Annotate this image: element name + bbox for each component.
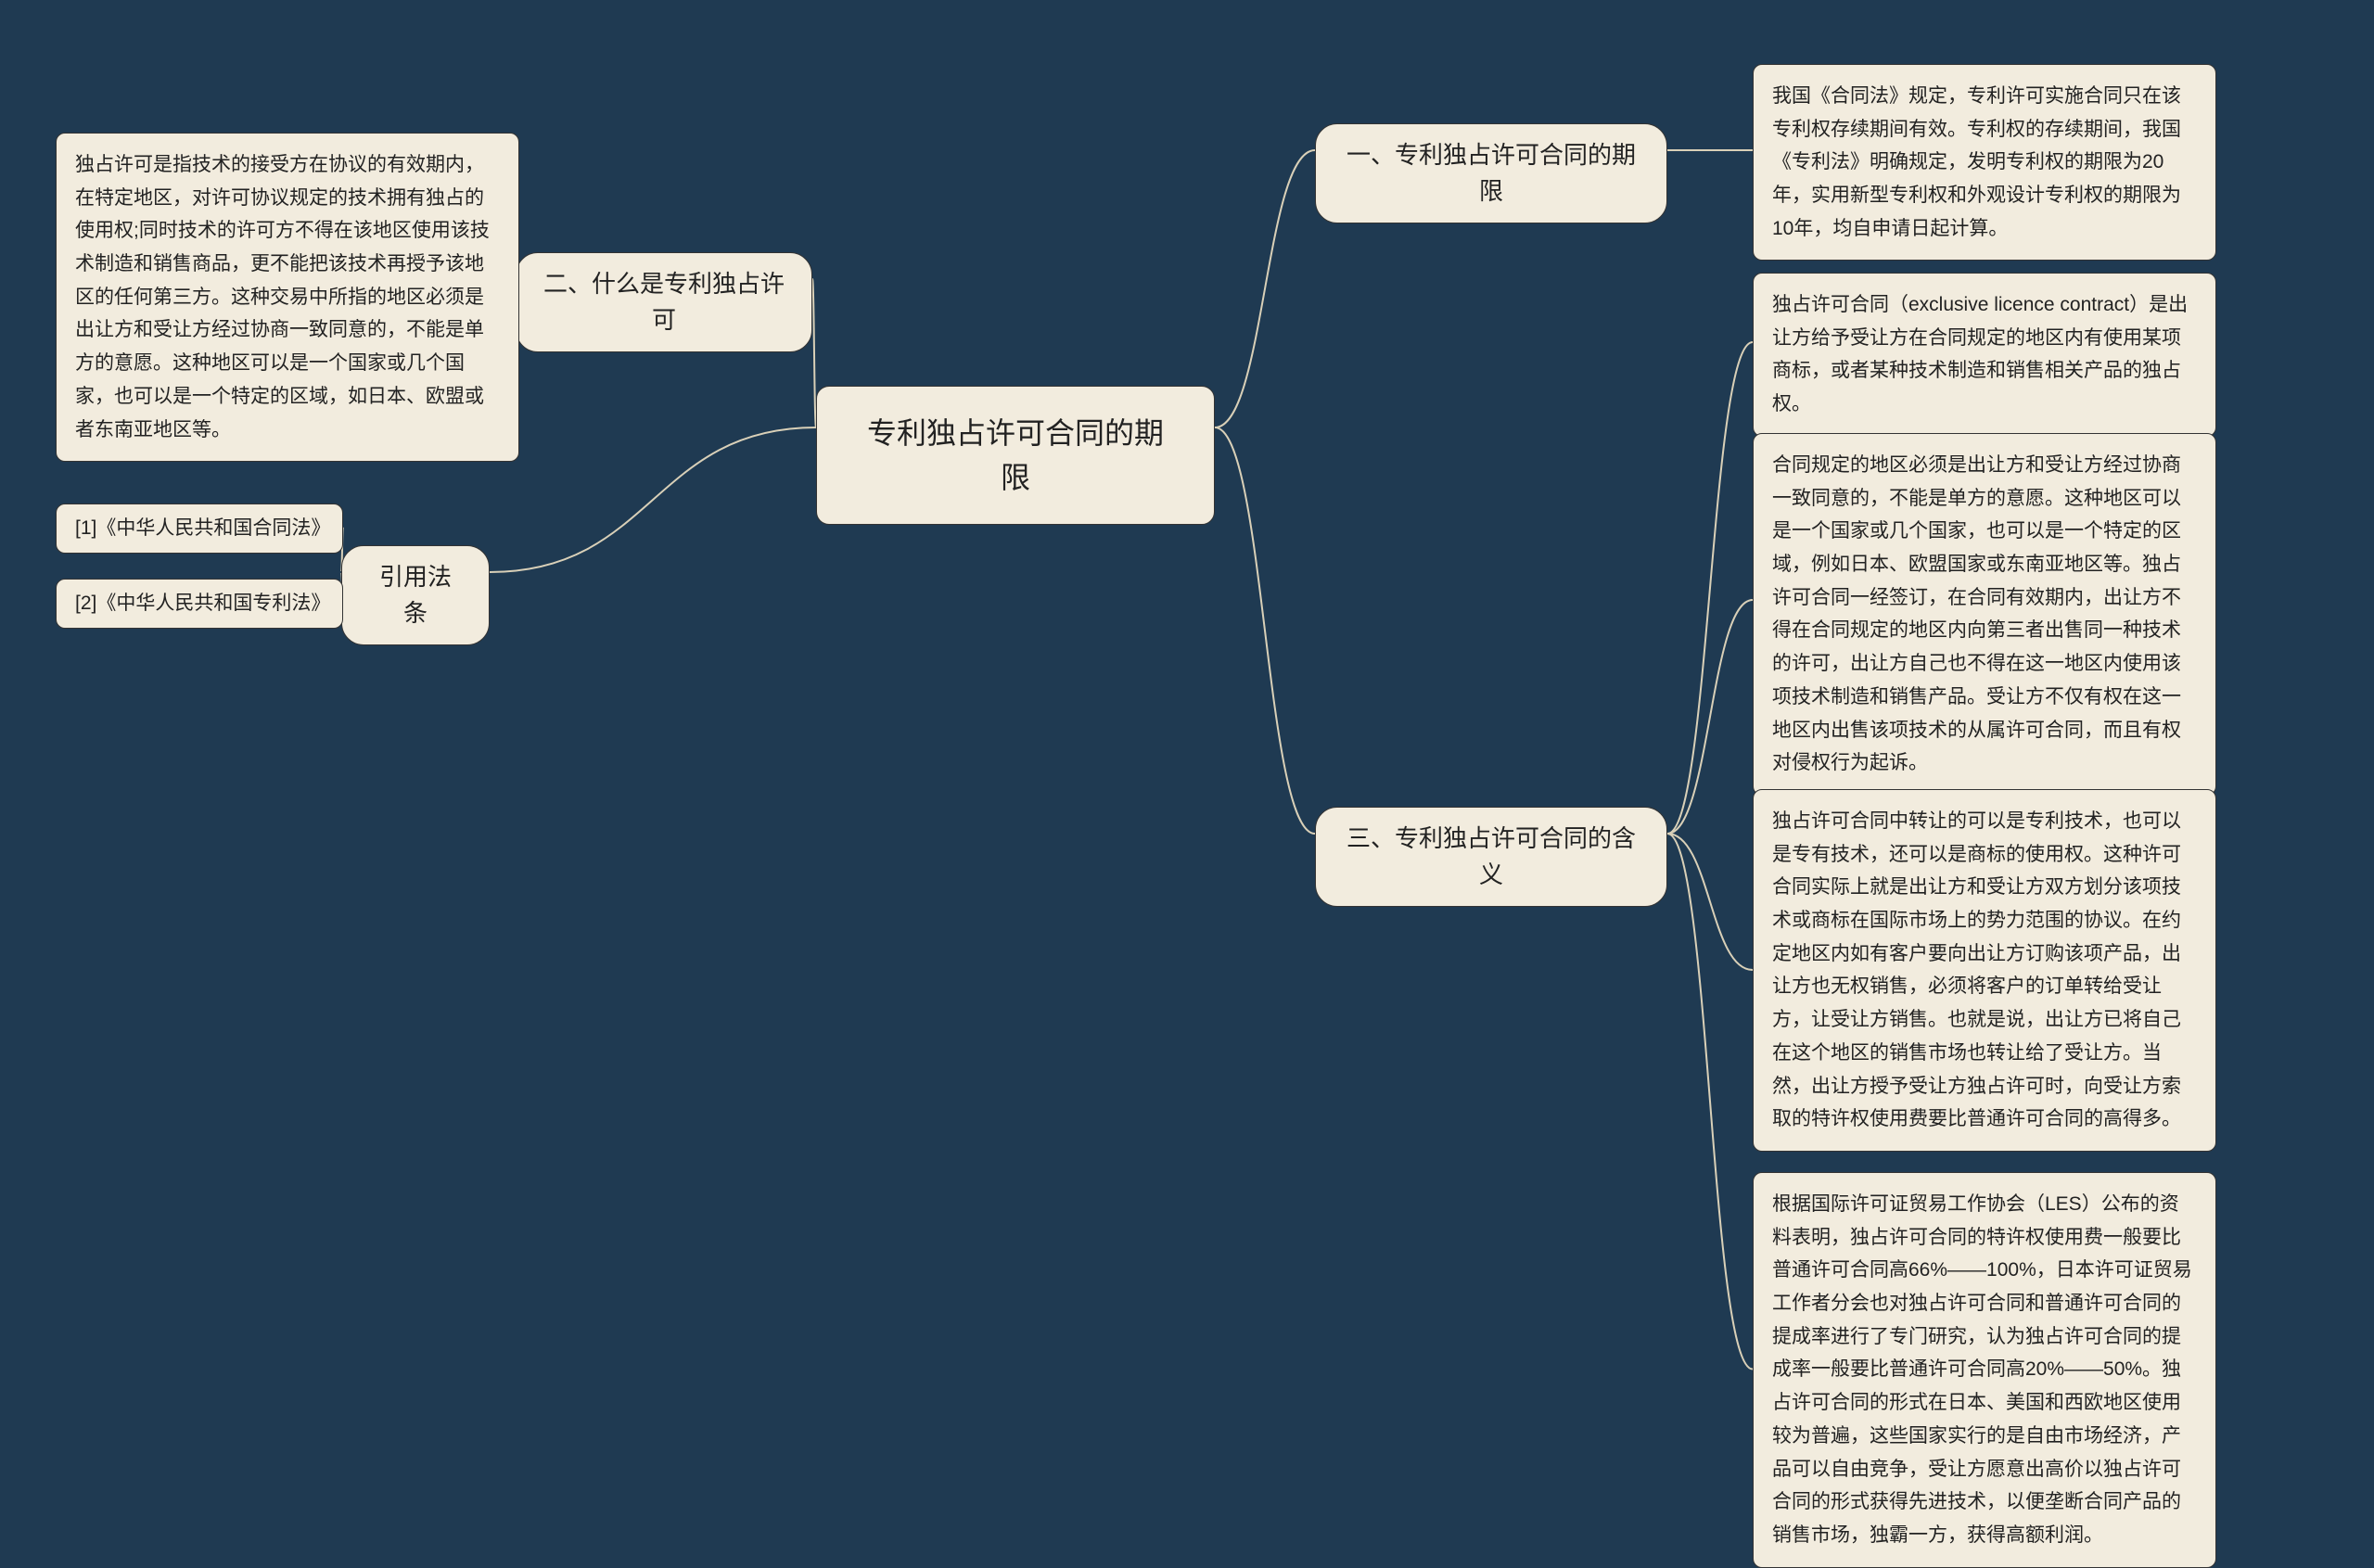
branch-2: 二、什么是专利独占许可 <box>516 252 812 352</box>
leaf-4a-text: [1]《中华人民共和国合同法》 <box>75 514 324 543</box>
branch-3-label: 三、专利独占许可合同的含义 <box>1342 821 1640 893</box>
branch-4: 引用法条 <box>341 545 490 645</box>
branch-1: 一、专利独占许可合同的期限 <box>1315 123 1667 223</box>
leaf-2-text: 独占许可是指技术的接受方在协议的有效期内，在特定地区，对许可协议规定的技术拥有独… <box>75 148 500 446</box>
leaf-2: 独占许可是指技术的接受方在协议的有效期内，在特定地区，对许可协议规定的技术拥有独… <box>56 133 519 462</box>
leaf-3a-text: 独占许可合同（exclusive licence contract）是出让方给予… <box>1772 288 2197 421</box>
leaf-1-text: 我国《合同法》规定，专利许可实施合同只在该专利权存续期间有效。专利权的存续期间，… <box>1772 80 2197 245</box>
leaf-3b-text: 合同规定的地区必须是出让方和受让方经过协商一致同意的，不能是单方的意愿。这种地区… <box>1772 449 2197 780</box>
leaf-4b-text: [2]《中华人民共和国专利法》 <box>75 589 324 618</box>
branch-1-label: 一、专利独占许可合同的期限 <box>1342 137 1640 210</box>
branch-4-label: 引用法条 <box>368 559 463 631</box>
leaf-3c-text: 独占许可合同中转让的可以是专利技术，也可以是专有技术，还可以是商标的使用权。这种… <box>1772 805 2197 1136</box>
leaf-3d-text: 根据国际许可证贸易工作协会（LES）公布的资料表明，独占许可合同的特许权使用费一… <box>1772 1188 2197 1552</box>
root-node: 专利独占许可合同的期限 <box>816 386 1215 525</box>
leaf-3d: 根据国际许可证贸易工作协会（LES）公布的资料表明，独占许可合同的特许权使用费一… <box>1753 1172 2216 1568</box>
leaf-3b: 合同规定的地区必须是出让方和受让方经过协商一致同意的，不能是单方的意愿。这种地区… <box>1753 433 2216 796</box>
branch-3: 三、专利独占许可合同的含义 <box>1315 807 1667 907</box>
root-label: 专利独占许可合同的期限 <box>858 411 1173 500</box>
leaf-3a: 独占许可合同（exclusive licence contract）是出让方给予… <box>1753 273 2216 437</box>
branch-2-label: 二、什么是专利独占许可 <box>542 266 785 338</box>
leaf-4b: [2]《中华人民共和国专利法》 <box>56 579 343 629</box>
leaf-4a: [1]《中华人民共和国合同法》 <box>56 504 343 554</box>
leaf-3c: 独占许可合同中转让的可以是专利技术，也可以是专有技术，还可以是商标的使用权。这种… <box>1753 789 2216 1152</box>
leaf-1: 我国《合同法》规定，专利许可实施合同只在该专利权存续期间有效。专利权的存续期间，… <box>1753 64 2216 261</box>
